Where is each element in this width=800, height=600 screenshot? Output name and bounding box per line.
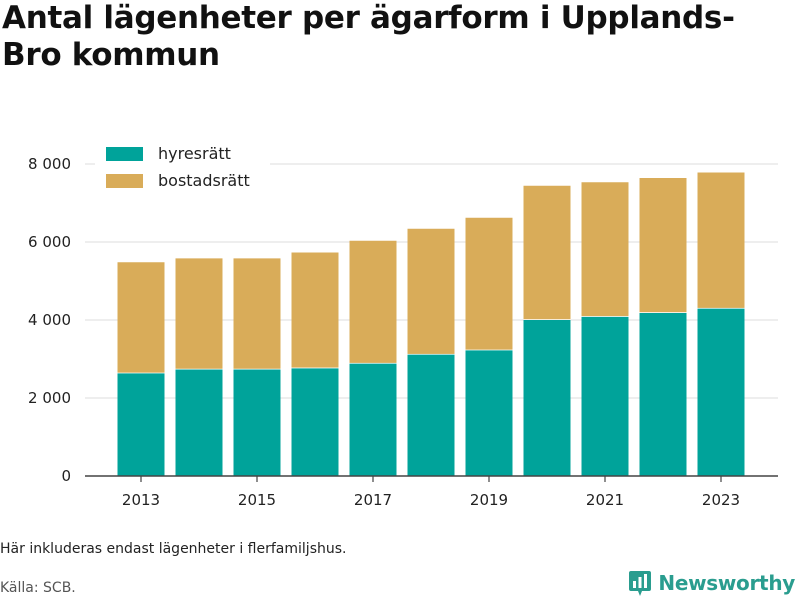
source-note: Källa: SCB. [0,580,76,596]
bar-hyresrätt-2023 [697,307,745,476]
newsworthy-logo-icon [629,571,652,596]
bar-bostadsrätt-2022 [639,177,687,313]
bar-hyresrätt-2017 [349,362,397,476]
bar-bostadsrätt-2019 [465,217,513,350]
y-tick-label: 0 [61,467,71,485]
bar-bostadsrätt-2021 [581,181,629,317]
footnote: Här inkluderas endast lägenheter i flerf… [0,541,347,557]
legend-label-bostadsrätt: bostadsrätt [158,171,250,190]
y-tick-label: 6 000 [28,233,71,251]
y-axis: 0 2 000 4 000 6 000 8 000 [28,155,71,485]
brand-logo[interactable]: Newsworthy [628,568,795,598]
bar-bostadsrätt-2020 [523,185,571,320]
brand-name: Newsworthy [658,571,795,595]
bar-hyresrätt-2018 [407,353,455,476]
legend-label-hyresrätt: hyresrätt [158,144,231,163]
bar-bostadsrätt-2013 [117,261,165,373]
bar-hyresrätt-2019 [465,349,513,476]
bar-bostadsrätt-2018 [407,227,455,354]
y-tick-label: 4 000 [28,311,71,329]
bar-bostadsrätt-2016 [291,251,339,368]
chart-title: Antal lägenheter per ägarform i Upplands… [2,0,735,73]
x-axis: 2013 2015 2017 2019 2021 2023 [85,475,778,509]
bar-bostadsrätt-2014 [175,257,223,369]
bar-hyresrätt-2016 [291,367,339,476]
x-tick-label: 2015 [238,491,276,509]
bar-hyresrätt-2015 [233,368,281,476]
bar-hyresrätt-2014 [175,368,223,476]
bar-bostadsrätt-2015 [233,257,281,369]
x-tick-label: 2017 [354,491,392,509]
bar-hyresrätt-2022 [639,312,687,476]
y-tick-label: 8 000 [28,155,71,173]
bar-bostadsrätt-2023 [697,171,745,308]
bar-bostadsrätt-2017 [349,240,397,363]
y-tick-label: 2 000 [28,389,71,407]
bar-hyresrätt-2020 [523,319,571,476]
bar-hyresrätt-2013 [117,372,165,476]
x-tick-label: 2021 [586,491,624,509]
legend-swatch-hyresrätt [106,147,143,161]
bar-hyresrätt-2021 [581,316,629,476]
bars [117,171,745,476]
legend: hyresrätt bostadsrätt [95,140,270,196]
x-tick-label: 2023 [702,491,740,509]
x-tick-label: 2019 [470,491,508,509]
x-tick-label: 2013 [122,491,160,509]
legend-swatch-bostadsrätt [106,174,143,188]
